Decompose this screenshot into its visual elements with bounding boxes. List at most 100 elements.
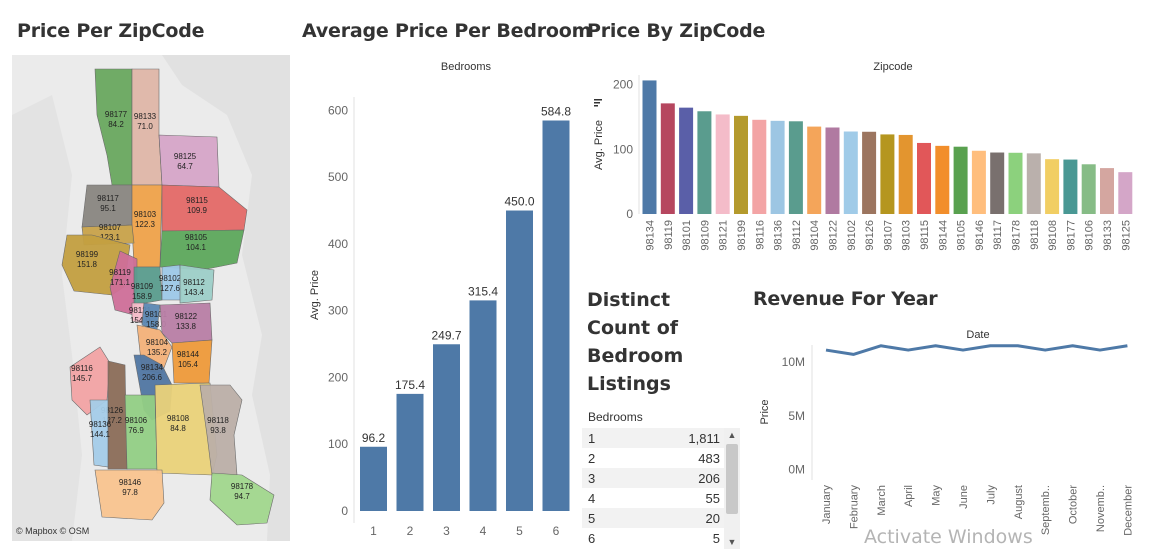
bedroom-bar-label: 175.4 (395, 378, 425, 392)
zipcode-bar[interactable] (990, 152, 1005, 214)
map-region-shape[interactable] (89, 399, 109, 468)
zipcode-bar[interactable] (1063, 159, 1078, 214)
zipcode-bar[interactable] (679, 107, 694, 214)
zipcode-bar[interactable] (971, 150, 986, 214)
zipcode-bar[interactable] (1045, 159, 1060, 214)
zipcode-bar[interactable] (734, 115, 748, 214)
zipcode-bar[interactable] (880, 134, 895, 214)
table-row[interactable]: 2 483 (582, 448, 724, 468)
map-region-shape[interactable] (199, 384, 243, 476)
bedroom-bar[interactable] (433, 344, 460, 511)
map-region-value: 122.3 (135, 220, 156, 229)
revenue-x-tick-label: March (876, 485, 888, 516)
table-cell-count: 483 (698, 450, 720, 466)
table-row[interactable]: 1 1,811 (582, 428, 724, 448)
zipcode-x-tick-label: 98177 (1065, 220, 1077, 251)
map-region-shape[interactable] (179, 264, 215, 304)
map-region-zip: 98146 (119, 478, 142, 487)
map-region-value: 95.1 (100, 204, 116, 213)
map-region-zip: 98118 (207, 416, 229, 425)
table-cell-count: 206 (698, 470, 720, 486)
zipcode-x-tick-label: 98115 (919, 220, 931, 250)
zipcode-bar[interactable] (917, 142, 931, 214)
map-region-shape[interactable] (94, 469, 165, 521)
map-region-zip: 98112 (183, 278, 205, 287)
zipcode-x-tick-label: 98103 (901, 220, 913, 251)
bedroom-x-tick-label: 3 (443, 524, 450, 538)
zipcode-bar[interactable] (788, 121, 803, 214)
scroll-up-icon[interactable]: ▲ (727, 430, 737, 440)
zipcode-bar[interactable] (770, 120, 785, 214)
zipcode-x-tick-label: 98104 (809, 220, 821, 251)
map-region-zip: 98178 (231, 482, 254, 491)
sort-icon[interactable] (594, 99, 602, 107)
zipcode-bar[interactable] (1100, 168, 1114, 214)
zipcode-bar[interactable] (697, 111, 712, 214)
map-canvas[interactable]: 9817784.29813371.09812564.79811795.19810… (12, 55, 290, 541)
bedroom-bar[interactable] (469, 300, 497, 511)
map-region-shape[interactable] (161, 184, 248, 232)
bedroom-x-tick-label: 2 (407, 524, 414, 538)
zipcode-bar[interactable] (660, 103, 675, 214)
zipcode-x-tick-label: 98117 (992, 220, 1004, 250)
scroll-thumb[interactable] (726, 444, 738, 514)
zipcode-bar[interactable] (843, 131, 858, 214)
zipcode-bar[interactable] (898, 134, 913, 214)
zipcode-bar[interactable] (715, 114, 730, 214)
map-region-zip: 98144 (177, 350, 200, 359)
map-region-shape[interactable] (209, 472, 275, 526)
zipcode-bar[interactable] (935, 145, 950, 214)
scroll-down-icon[interactable]: ▼ (727, 537, 737, 547)
bedroom-bar[interactable] (396, 393, 424, 511)
zipcode-map[interactable]: 98177 84.2 98133 71.0 98125 64.7 98117 95.1 9810… (12, 55, 290, 541)
zipcode-bar[interactable] (953, 146, 968, 214)
map-region-zip: 98115 (186, 196, 208, 205)
map-region-value: 76.9 (128, 426, 144, 435)
map-region-shape[interactable] (107, 360, 128, 470)
zipcode-bar[interactable] (642, 80, 657, 214)
zipcode-x-tick-label: 98101 (681, 220, 693, 251)
zipcode-bar[interactable] (1026, 153, 1041, 214)
table-body[interactable]: 1 1,811 2 483 3 206 4 55 5 20 6 5 (582, 428, 724, 549)
table-row[interactable]: 4 55 (582, 488, 724, 508)
zipcode-bar[interactable] (1118, 172, 1133, 214)
table-cell-count: 5 (712, 530, 720, 546)
bedroom-bar[interactable] (542, 120, 570, 511)
table-scrollbar[interactable]: ▲ ▼ (724, 428, 740, 549)
zipcode-bar[interactable] (825, 127, 840, 214)
bedroom-bar-label: 315.4 (468, 284, 498, 298)
bedroom-y-tick-label: 0 (341, 504, 348, 518)
distinct-count-table: Bedrooms 1 1,811 2 483 3 206 4 55 5 20 6 5 ▲ ▼ (582, 410, 740, 549)
map-region-shape[interactable] (159, 229, 245, 271)
zipcode-bar[interactable] (752, 119, 767, 214)
zipcode-bar[interactable] (807, 126, 822, 214)
bedroom-bar[interactable] (360, 446, 387, 511)
table-row[interactable]: 5 20 (582, 508, 724, 528)
zipcode-bar[interactable] (1008, 152, 1023, 214)
zipcode-bar[interactable] (862, 131, 877, 214)
bedroom-bar[interactable] (506, 210, 533, 512)
table-row[interactable]: 3 206 (582, 468, 724, 488)
map-region-value: 158.0 (146, 320, 167, 329)
map-region-shape[interactable] (158, 134, 220, 188)
zipcode-bar[interactable] (1081, 164, 1096, 214)
